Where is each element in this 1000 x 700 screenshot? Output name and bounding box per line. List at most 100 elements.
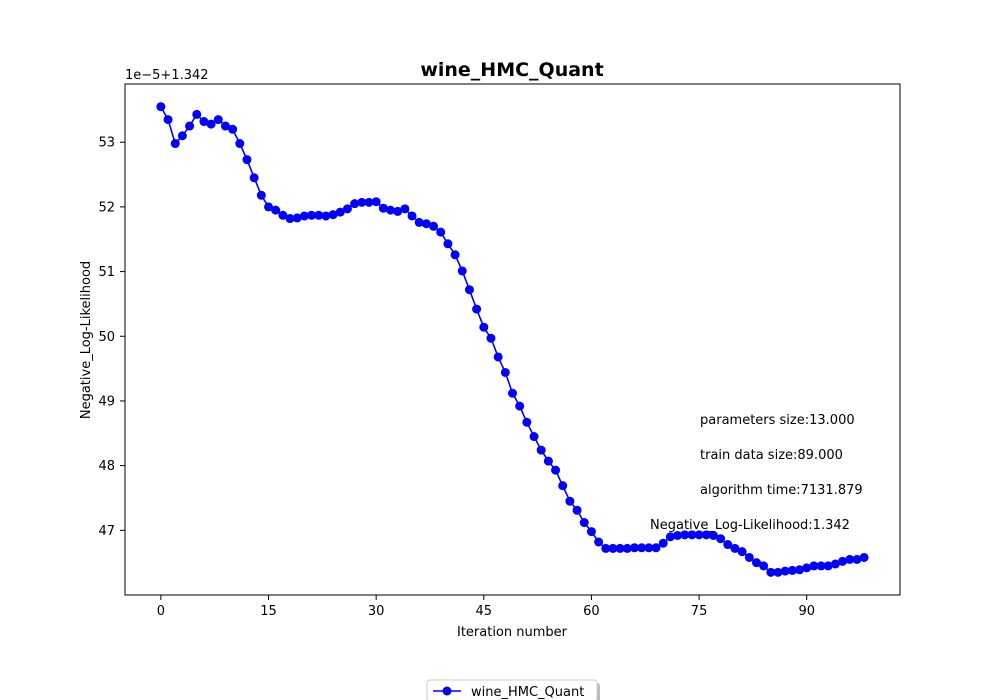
data-point [393,206,403,216]
data-point [551,465,561,475]
data-point [687,530,697,540]
legend-marker [442,686,452,696]
data-point [744,552,754,562]
data-point [716,534,726,544]
data-point [278,210,288,220]
data-point [730,543,740,553]
data-point [816,561,826,571]
data-point [773,567,783,577]
data-point [414,217,424,227]
annotation-algorithm-time: algorithm time:7131.879 [700,483,863,498]
y-axis-ticks: 47 48 49 50 51 52 53 [98,136,125,539]
y-tick-label: 49 [98,394,115,409]
y-tick-label: 53 [98,136,115,151]
data-point [350,199,360,209]
data-point [328,210,338,220]
data-point [845,554,855,564]
data-point [443,239,453,249]
data-point [787,565,797,575]
data-point [665,532,675,542]
data-point [522,417,532,427]
data-point [342,204,352,214]
data-point [156,102,166,112]
chart-title: wine_HMC_Quant [420,59,603,81]
series-layer [156,102,869,577]
data-point [759,561,769,571]
legend: wine_HMC_Quant [426,679,600,700]
data-point [314,210,324,220]
data-point [493,352,503,362]
data-point [285,214,295,224]
data-point [500,367,510,377]
data-point [508,388,517,398]
data-point [751,558,761,568]
data-point [235,139,245,149]
data-point [558,481,568,491]
x-tick-label: 30 [368,604,385,619]
data-point [830,559,840,569]
data-point [637,543,647,553]
data-point [357,197,367,207]
data-point [364,197,374,207]
legend-label: wine_HMC_Quant [471,685,584,700]
data-point [795,565,805,575]
data-point [292,213,302,223]
data-point [594,537,604,547]
plot-frame [124,83,901,596]
annotation-nll-value: Negative_Log-Likelihood:1.342 [650,518,850,533]
data-point [780,566,790,576]
x-tick-label: 45 [476,604,493,619]
data-point [859,552,869,562]
data-point [249,173,259,183]
data-point [457,266,467,276]
data-point [852,554,862,564]
data-point [615,543,625,553]
y-tick-label: 50 [98,330,115,345]
x-tick-label: 15 [260,604,277,619]
data-point [206,119,216,129]
x-tick-label: 60 [583,604,600,619]
data-point [464,285,474,295]
data-point [629,543,639,553]
data-point [220,121,230,131]
data-point [601,543,611,553]
data-point [658,538,668,548]
data-point [407,211,417,221]
annotation-parameters-size: parameters size:13.000 [700,413,855,428]
y-tick-label: 48 [98,459,115,474]
data-point [565,496,575,506]
data-point [694,530,704,540]
data-point [622,543,632,553]
data-point [644,543,654,553]
data-point [673,530,683,540]
plot-area [124,83,901,596]
y-axis-offset-label: 1e−5+1.342 [125,68,209,83]
data-point [529,432,539,442]
data-point [421,219,431,229]
x-tick-label: 75 [691,604,708,619]
data-point [579,518,589,528]
data-point [515,401,525,411]
data-point [264,202,274,212]
y-axis-label: Negative_Log-Likelihood [79,261,94,419]
data-point [823,561,833,571]
data-point [651,543,661,553]
data-point [192,109,202,119]
data-point [608,543,618,553]
data-point [472,304,482,314]
data-point [170,139,180,149]
data-point [723,540,733,550]
data-point [242,155,252,165]
data-point [299,211,309,221]
data-point [680,530,690,540]
data-point [177,131,187,141]
data-point [450,250,460,260]
data-point [838,556,848,566]
y-tick-label: 51 [98,265,115,280]
data-point [199,117,209,127]
data-point [701,530,711,540]
x-tick-label: 0 [157,604,165,619]
data-point [163,115,173,125]
annotations: parameters size:13.000 train data size:8… [650,413,863,533]
